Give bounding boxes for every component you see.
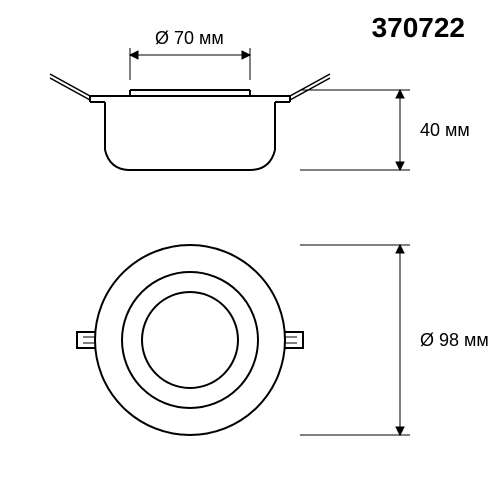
height-label: 40 мм (420, 120, 470, 141)
top-diameter-label: Ø 70 мм (155, 28, 224, 49)
product-code: 370722 (372, 12, 465, 44)
bottom-diameter-label: Ø 98 мм (420, 330, 489, 351)
